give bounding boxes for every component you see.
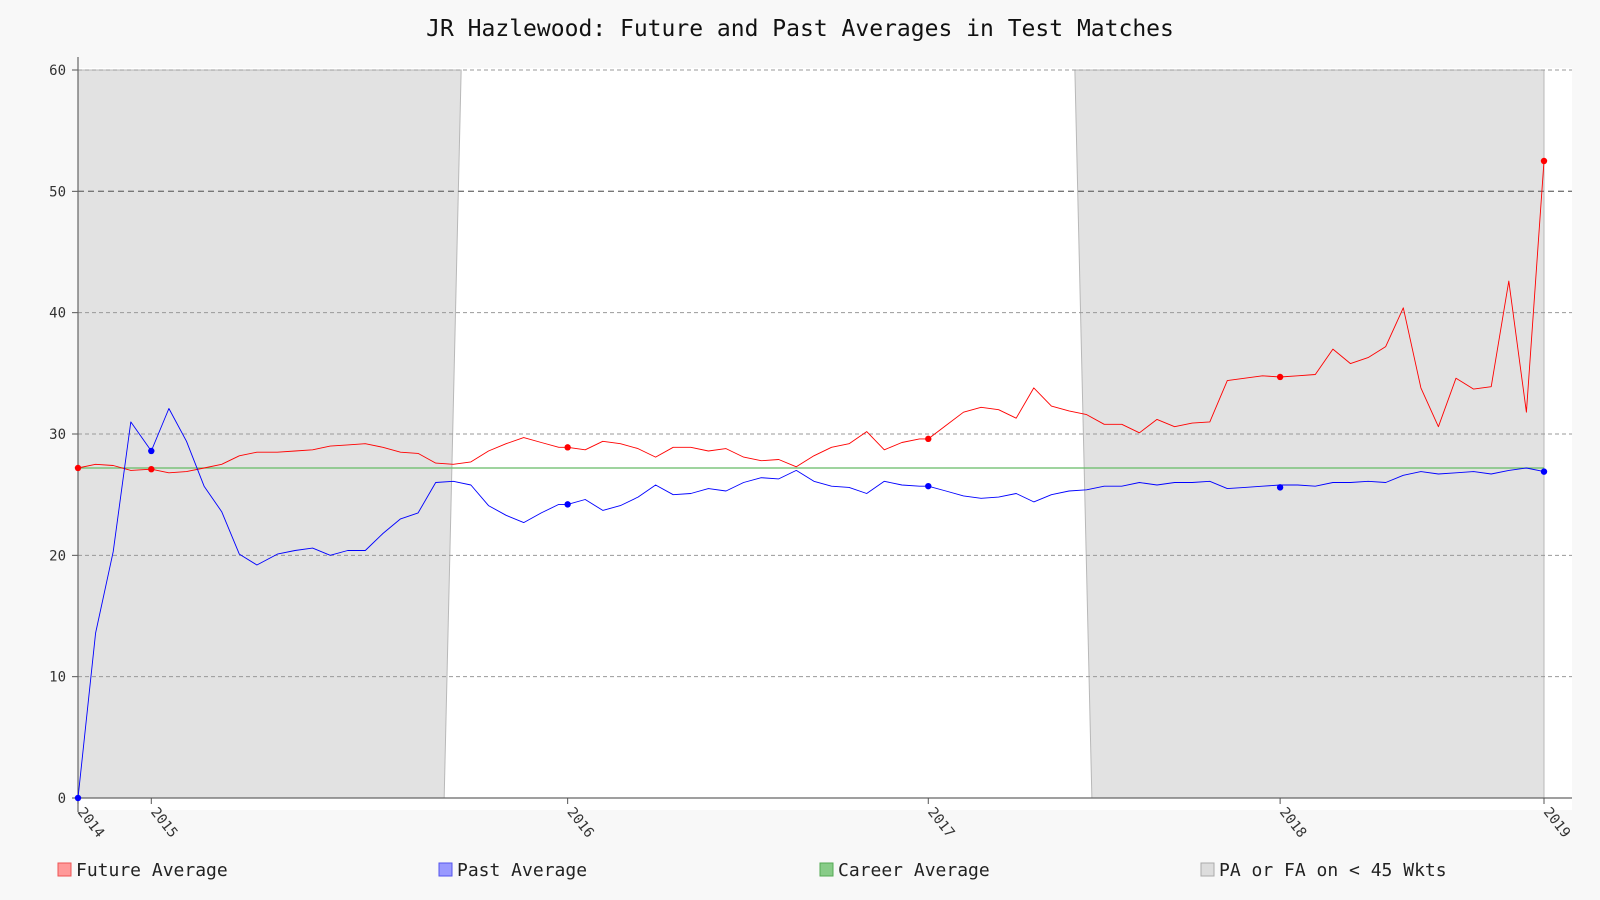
past-average-marker-3 bbox=[925, 482, 932, 490]
legend-swatch-pa-or-fa-on-45-wkts bbox=[1200, 862, 1215, 877]
future-average-marker-4 bbox=[1276, 373, 1284, 381]
past-average-line bbox=[77, 408, 1545, 799]
future-average-line bbox=[77, 160, 1545, 474]
legend-label-past-average: Past Average bbox=[457, 860, 587, 881]
x-tick-label-2015: 2015 bbox=[147, 805, 180, 841]
axes bbox=[77, 57, 1572, 812]
past-average-marker-5 bbox=[1540, 468, 1548, 475]
grid-lines bbox=[72, 69, 1572, 799]
future-average-marker-3 bbox=[925, 435, 932, 443]
y-tick-label-30: 30 bbox=[49, 427, 66, 443]
legend: Future Average Past Average Career Average… bbox=[57, 860, 1447, 881]
future-average-marker-0 bbox=[74, 464, 82, 472]
future-average-marker-1 bbox=[148, 465, 155, 473]
legend-label-pa-or-fa-on-45-wkts: PA or FA on < 45 Wkts bbox=[1219, 860, 1447, 881]
y-tick-label-60: 60 bbox=[49, 63, 66, 79]
y-tick-label-10: 10 bbox=[49, 670, 66, 686]
past-average-marker-2 bbox=[564, 501, 571, 508]
legend-label-future-average: Future Average bbox=[76, 860, 228, 881]
y-tick-label-40: 40 bbox=[49, 306, 66, 322]
legend-swatch-career-average bbox=[819, 862, 834, 877]
y-tick-label-0: 0 bbox=[58, 791, 66, 807]
x-tick-label-2018: 2018 bbox=[1276, 805, 1309, 841]
past-average-marker-4 bbox=[1276, 484, 1284, 491]
future-average-marker-5 bbox=[1540, 157, 1548, 165]
x-tick-label-2019: 2019 bbox=[1540, 805, 1573, 841]
x-tick-label-2014: 2014 bbox=[74, 805, 107, 841]
series-markers bbox=[74, 157, 1548, 802]
past-average-marker-0 bbox=[74, 794, 82, 802]
series-lines bbox=[77, 160, 1545, 799]
chart-title: JR Hazlewood: Future and Past Averages i… bbox=[426, 16, 1174, 42]
y-tick-label-50: 50 bbox=[49, 184, 66, 200]
legend-label-career-average: Career Average bbox=[838, 860, 990, 881]
past-average-marker-1 bbox=[148, 447, 155, 455]
future-average-marker-2 bbox=[564, 444, 571, 451]
legend-swatch-future-average bbox=[57, 862, 72, 877]
x-tick-label-2017: 2017 bbox=[924, 805, 957, 841]
x-tick-label-2016: 2016 bbox=[563, 805, 596, 841]
y-tick-label-20: 20 bbox=[49, 548, 66, 564]
legend-swatch-past-average bbox=[438, 862, 453, 877]
